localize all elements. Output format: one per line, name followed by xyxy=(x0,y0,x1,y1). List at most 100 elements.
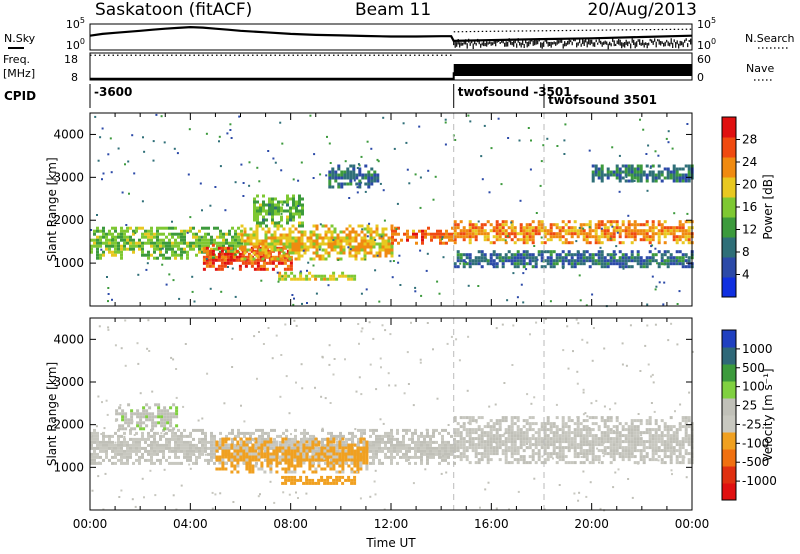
power-point xyxy=(281,203,284,206)
power-point xyxy=(654,150,657,153)
velocity-point xyxy=(484,488,487,491)
velocity-cell xyxy=(156,431,159,435)
power-cell xyxy=(120,253,123,257)
power-cell xyxy=(642,232,646,236)
velocity-point xyxy=(134,505,137,508)
velocity-cell xyxy=(105,440,108,444)
velocity-cell xyxy=(552,437,556,441)
freq-label: Freq. xyxy=(3,53,30,66)
power-cell xyxy=(271,255,275,259)
power-point xyxy=(168,273,171,276)
velocity-cell xyxy=(573,440,577,444)
velocity-point xyxy=(328,344,331,347)
velocity-cell xyxy=(576,425,580,429)
velocity-cell xyxy=(345,437,348,441)
power-cell xyxy=(603,262,607,266)
power-point xyxy=(395,228,398,231)
power-cell xyxy=(384,233,388,237)
velocity-cell xyxy=(284,455,288,459)
velocity-cell xyxy=(633,431,637,435)
velocity-cell xyxy=(633,428,637,432)
velocity-cell xyxy=(459,458,463,462)
power-cell xyxy=(612,262,616,266)
power-cell xyxy=(615,259,619,263)
velocity-cell xyxy=(273,437,276,441)
velocity-cell xyxy=(236,455,240,459)
power-cell xyxy=(315,224,319,228)
velocity-cell xyxy=(341,467,345,471)
velocity-cell xyxy=(513,452,517,456)
power-cell xyxy=(211,252,215,256)
velocity-cell xyxy=(678,428,682,432)
velocity-cell xyxy=(477,452,481,456)
velocity-cell xyxy=(594,434,598,438)
velocity-cell xyxy=(498,437,502,441)
power-point xyxy=(535,212,538,214)
power-cell xyxy=(415,235,418,239)
power-cell xyxy=(669,170,673,174)
velocity-point xyxy=(439,456,442,459)
velocity-cell xyxy=(462,425,466,429)
power-cell xyxy=(211,243,215,247)
velocity-cell xyxy=(663,455,667,459)
velocity-point xyxy=(288,412,291,415)
velocity-cell xyxy=(672,431,676,435)
velocity-cell xyxy=(444,446,447,450)
power-cell xyxy=(336,236,340,240)
power-cell xyxy=(162,238,165,242)
power-cell xyxy=(123,247,126,251)
power-cell xyxy=(220,267,224,271)
velocity-point xyxy=(223,402,226,405)
velocity-cell xyxy=(417,437,420,441)
power-cell xyxy=(618,232,622,236)
power-cell xyxy=(327,242,331,246)
velocity-cell xyxy=(353,481,357,485)
velocity-cell xyxy=(396,428,399,432)
velocity-cell xyxy=(350,461,354,465)
power-cell xyxy=(654,259,658,263)
power-cell xyxy=(540,223,544,227)
velocity-cell xyxy=(168,440,171,444)
velocity-cell xyxy=(195,455,198,459)
power-point xyxy=(111,298,113,301)
power-cell xyxy=(150,241,153,245)
velocity-point xyxy=(357,323,360,325)
power-cell xyxy=(153,256,156,260)
power-cell xyxy=(609,235,613,239)
power-cell xyxy=(262,218,265,222)
velocity-cell xyxy=(129,443,132,447)
power-cell xyxy=(621,262,625,266)
velocity-cell xyxy=(204,458,207,462)
velocity-cell xyxy=(254,464,258,468)
velocity-cell xyxy=(93,449,96,453)
power-cell xyxy=(651,259,655,263)
velocity-cell xyxy=(186,446,189,450)
power-cell xyxy=(288,233,292,237)
velocity-point xyxy=(188,463,191,466)
velocity-cell xyxy=(160,415,164,419)
velocity-cell xyxy=(305,458,309,462)
velocity-cell xyxy=(630,452,634,456)
velocity-cell xyxy=(326,449,330,453)
velocity-point xyxy=(324,397,327,400)
velocity-point xyxy=(629,324,632,327)
velocity-point xyxy=(120,347,123,350)
velocity-cell xyxy=(504,419,508,423)
power-cell xyxy=(375,251,379,255)
power-ylabel: Slant Range [km] xyxy=(45,157,59,261)
power-cell xyxy=(129,238,132,242)
power-cell xyxy=(323,274,327,278)
velocity-cell xyxy=(287,467,291,471)
velocity-cell xyxy=(609,416,613,420)
velocity-cell xyxy=(260,461,264,465)
velocity-cell xyxy=(120,452,123,456)
power-cell xyxy=(205,261,209,265)
power-cell xyxy=(232,255,236,259)
power-cell xyxy=(291,224,295,228)
power-cell xyxy=(384,239,388,243)
velocity-cell xyxy=(219,440,222,444)
velocity-point xyxy=(97,475,100,478)
power-cell xyxy=(528,256,532,260)
velocity-cell xyxy=(90,437,93,441)
power-cell xyxy=(642,223,646,227)
